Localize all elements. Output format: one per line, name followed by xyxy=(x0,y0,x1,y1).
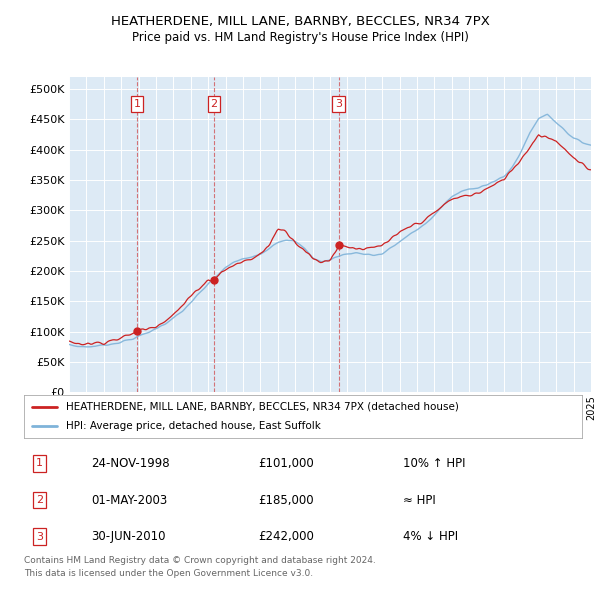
Text: £185,000: £185,000 xyxy=(259,493,314,507)
Text: 30-JUN-2010: 30-JUN-2010 xyxy=(91,530,166,543)
Text: 2: 2 xyxy=(36,495,43,505)
Text: 2: 2 xyxy=(211,99,218,109)
Text: 1: 1 xyxy=(133,99,140,109)
Text: HPI: Average price, detached house, East Suffolk: HPI: Average price, detached house, East… xyxy=(66,421,321,431)
Text: 24-NOV-1998: 24-NOV-1998 xyxy=(91,457,170,470)
Text: 1: 1 xyxy=(36,458,43,468)
Text: £242,000: £242,000 xyxy=(259,530,314,543)
Text: 10% ↑ HPI: 10% ↑ HPI xyxy=(403,457,466,470)
Text: HEATHERDENE, MILL LANE, BARNBY, BECCLES, NR34 7PX: HEATHERDENE, MILL LANE, BARNBY, BECCLES,… xyxy=(110,15,490,28)
Text: Contains HM Land Registry data © Crown copyright and database right 2024.: Contains HM Land Registry data © Crown c… xyxy=(24,556,376,565)
Text: Price paid vs. HM Land Registry's House Price Index (HPI): Price paid vs. HM Land Registry's House … xyxy=(131,31,469,44)
Text: 4% ↓ HPI: 4% ↓ HPI xyxy=(403,530,458,543)
Text: 3: 3 xyxy=(36,532,43,542)
Text: HEATHERDENE, MILL LANE, BARNBY, BECCLES, NR34 7PX (detached house): HEATHERDENE, MILL LANE, BARNBY, BECCLES,… xyxy=(66,402,459,412)
Text: £101,000: £101,000 xyxy=(259,457,314,470)
Text: 3: 3 xyxy=(335,99,342,109)
Text: 01-MAY-2003: 01-MAY-2003 xyxy=(91,493,167,507)
Text: This data is licensed under the Open Government Licence v3.0.: This data is licensed under the Open Gov… xyxy=(24,569,313,578)
Text: ≈ HPI: ≈ HPI xyxy=(403,493,436,507)
